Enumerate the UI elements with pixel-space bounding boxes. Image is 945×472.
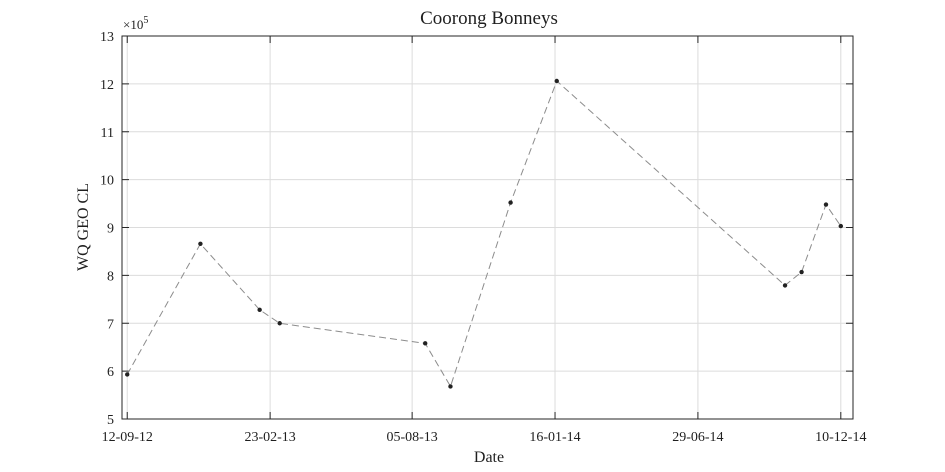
y-tick-label: 12 (100, 78, 114, 93)
data-point (125, 372, 130, 377)
data-point (508, 200, 513, 205)
y-tick-label: 7 (107, 317, 114, 332)
data-point (277, 321, 282, 326)
data-point (448, 384, 453, 389)
series-line (126, 80, 842, 388)
x-tick-label: 12-09-12 (102, 430, 153, 445)
data-point (782, 283, 788, 288)
x-tick-labels: 12-09-12 23-02-13 05-08-13 16-01-14 29-06-14… (102, 430, 867, 445)
x-tick-label: 05-08-13 (386, 430, 437, 445)
data-point (198, 241, 203, 246)
y-multiplier: ×105 (123, 15, 148, 32)
y-tick-label: 10 (100, 174, 114, 189)
y-tick-label: 13 (100, 30, 114, 45)
y-tick-label: 6 (107, 365, 114, 380)
grid-lines (122, 35, 853, 420)
y-tick-label: 11 (101, 126, 114, 141)
x-tick-label: 16-01-14 (529, 430, 580, 445)
data-point (799, 269, 804, 275)
x-axis-label: Date (474, 449, 504, 466)
y-tick-label: 8 (107, 269, 114, 284)
x-tick-label: 23-02-13 (244, 430, 295, 445)
y-axis-label: WQ GEO CL (75, 183, 92, 271)
axis-ticks (122, 35, 853, 420)
y-tick-label: 9 (107, 222, 114, 237)
data-point (423, 341, 428, 346)
chart-title: Coorong Bonneys (420, 8, 558, 29)
x-tick-label: 29-06-14 (672, 430, 723, 445)
data-point (823, 202, 829, 207)
y-tick-labels: 5 6 7 8 9 10 11 12 13 (100, 30, 114, 428)
data-points (125, 78, 844, 389)
data-point (554, 78, 559, 84)
data-point (838, 223, 844, 229)
x-tick-label: 10-12-14 (815, 430, 866, 445)
data-point (257, 307, 262, 313)
y-tick-label: 5 (107, 413, 114, 428)
